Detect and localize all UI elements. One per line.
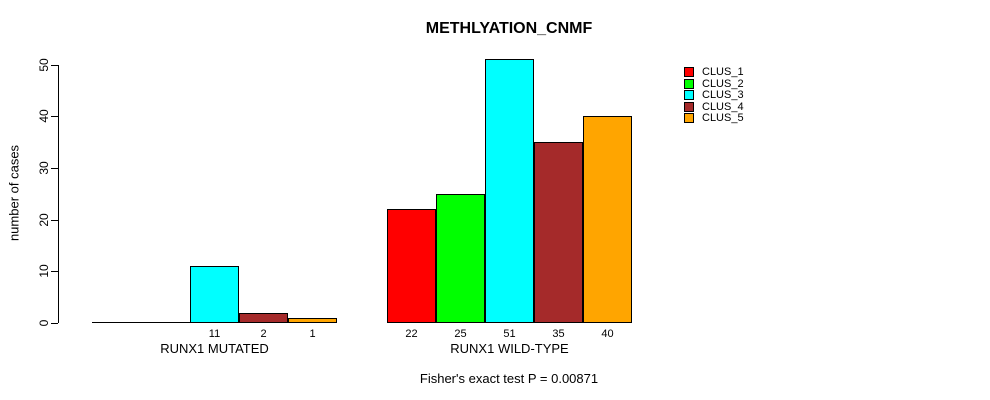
bar-value-label: 51	[503, 328, 516, 340]
legend-label-clus_4: CLUS_4	[702, 101, 744, 113]
fisher-test-annotation: Fisher's exact test P = 0.00871	[419, 371, 599, 386]
bar-value-label: 25	[454, 328, 467, 340]
bar-value-label: 22	[405, 328, 418, 340]
y-tick-mark	[51, 116, 58, 118]
bar-value-label: 1	[309, 328, 316, 340]
y-tick-mark	[51, 323, 58, 324]
x-group-label: RUNX1 MUTATED	[160, 341, 269, 356]
bar-clus_4	[534, 142, 583, 323]
bar-clus_5	[288, 318, 337, 323]
bar-clus_4	[239, 313, 288, 323]
y-tick-mark	[51, 271, 58, 273]
legend-swatch-clus_1	[684, 67, 694, 77]
chart-title: METHLYATION_CNMF	[425, 20, 593, 37]
y-tick-mark	[51, 167, 58, 169]
bar-value-label: 35	[552, 328, 565, 340]
y-axis-line	[58, 64, 59, 323]
bar-value-label: 11	[208, 328, 221, 340]
legend-label-clus_1: CLUS_1	[702, 66, 744, 78]
legend-label-clus_5: CLUS_5	[702, 112, 744, 124]
legend-label-clus_2: CLUS_2	[702, 78, 744, 90]
y-tick-mark	[51, 64, 58, 66]
legend-label-clus_3: CLUS_3	[702, 89, 744, 101]
bar-clus_2-zero	[141, 322, 190, 323]
legend-swatch-clus_5	[684, 113, 694, 123]
legend-swatch-clus_3	[684, 90, 694, 100]
bar-value-label: 40	[601, 328, 614, 340]
bar-clus_3	[190, 266, 239, 323]
legend-swatch-clus_2	[684, 79, 694, 89]
bar-clus_5	[583, 116, 632, 323]
bar-clus_2	[436, 194, 485, 323]
y-tick-mark	[51, 219, 58, 221]
bar-clus_1-zero	[92, 322, 141, 323]
legend-swatch-clus_4	[684, 102, 694, 112]
bar-value-label: 2	[260, 328, 267, 340]
bar-clus_3	[485, 59, 534, 323]
x-group-label: RUNX1 WILD-TYPE	[450, 341, 569, 356]
bar-clus_1	[387, 209, 436, 323]
